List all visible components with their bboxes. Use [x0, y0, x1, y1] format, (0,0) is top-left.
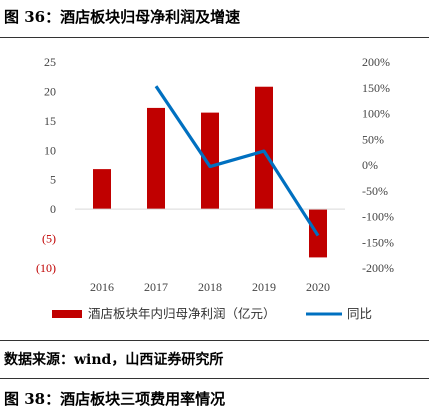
left-tick-label: 20: [44, 84, 56, 98]
left-tick-label: 15: [44, 114, 56, 128]
right-tick-label: 150%: [362, 81, 390, 95]
legend-bar-swatch: [52, 310, 82, 318]
bar-2017: [147, 108, 165, 209]
bar-2016: [93, 169, 111, 209]
source-rule-bottom: [0, 378, 429, 379]
source-note: 数据来源：wind，山西证券研究所: [4, 349, 223, 369]
source-rule-top: [0, 340, 429, 341]
left-tick-label: 10: [44, 143, 56, 157]
left-axis-ticks: 25 20 15 10 5 0 (5) (10): [36, 55, 56, 275]
bar-2018: [201, 113, 219, 210]
next-figure-title: 图 38：酒店板块三项费用率情况: [4, 388, 225, 409]
line-series: [156, 86, 318, 235]
x-tick-label: 2016: [90, 280, 114, 294]
right-tick-label: 0%: [362, 158, 378, 172]
chart: 25 20 15 10 5 0 (5) (10) 200% 150% 100% 50% 0% -50% -…: [0, 0, 429, 340]
bar-series: [93, 87, 327, 258]
yoy-line: [156, 86, 318, 235]
left-tick-label: (5): [42, 232, 56, 246]
right-tick-label: -200%: [362, 261, 394, 275]
right-tick-label: -50%: [362, 184, 388, 198]
left-tick-label: (10): [36, 261, 56, 275]
x-tick-label: 2017: [144, 280, 168, 294]
x-axis-ticks: 2016 2017 2018 2019 2020: [90, 280, 330, 294]
x-tick-label: 2018: [198, 280, 222, 294]
legend-bar-label: 酒店板块年内归母净利润（亿元）: [88, 306, 276, 321]
right-tick-label: -100%: [362, 210, 394, 224]
x-tick-label: 2020: [306, 280, 330, 294]
right-tick-label: -150%: [362, 235, 394, 249]
left-tick-label: 0: [50, 202, 56, 216]
left-tick-label: 5: [50, 173, 56, 187]
left-tick-label: 25: [44, 55, 56, 69]
right-tick-label: 200%: [362, 55, 390, 69]
right-tick-label: 50%: [362, 132, 384, 146]
legend-line-label: 同比: [347, 306, 372, 321]
right-tick-label: 100%: [362, 107, 390, 121]
x-tick-label: 2019: [252, 280, 276, 294]
legend: 酒店板块年内归母净利润（亿元） 同比: [52, 306, 372, 321]
right-axis-ticks: 200% 150% 100% 50% 0% -50% -100% -150% -200%: [362, 55, 394, 275]
bar-2019: [255, 87, 273, 209]
